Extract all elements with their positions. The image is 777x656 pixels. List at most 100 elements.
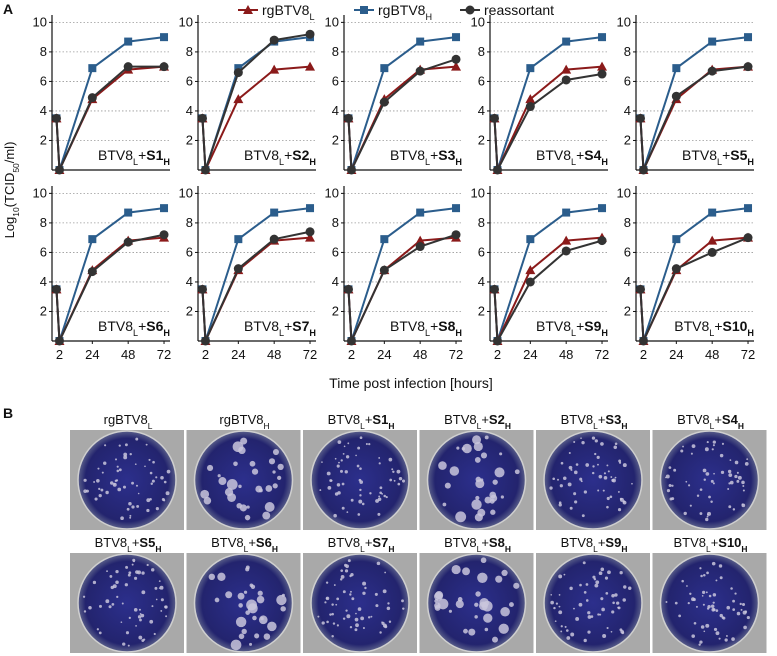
plaque xyxy=(122,642,126,646)
plaque xyxy=(628,586,632,590)
plaque xyxy=(145,443,148,446)
y-tick-label: 10 xyxy=(325,14,339,29)
plaque xyxy=(133,608,138,612)
plaque xyxy=(741,503,746,508)
plaque xyxy=(144,465,146,468)
plaque xyxy=(332,622,336,625)
plaque xyxy=(713,472,715,475)
plate-label: BTV8L+S10H xyxy=(673,535,747,554)
y-tick-label: 8 xyxy=(478,215,485,230)
plate-label: BTV8L+S2H xyxy=(444,412,511,431)
plaque xyxy=(258,615,268,625)
plaque xyxy=(732,508,736,511)
text-segment: + xyxy=(714,318,722,334)
text-segment: + xyxy=(138,318,146,334)
plaque xyxy=(575,463,579,466)
plaque xyxy=(359,494,362,497)
text-segment: L xyxy=(133,328,138,338)
plaque xyxy=(700,625,705,629)
plaque xyxy=(135,437,139,441)
plaque xyxy=(462,567,470,576)
plaque xyxy=(606,626,609,630)
marker xyxy=(200,336,210,346)
plaque xyxy=(468,628,476,636)
plaque xyxy=(116,465,119,468)
chart-annotation: BTV8L+S6H xyxy=(98,318,170,338)
text-segment: H xyxy=(388,421,394,431)
y-tick-label: 6 xyxy=(332,73,339,88)
plaque xyxy=(514,469,520,475)
plaque xyxy=(609,495,613,499)
plaque xyxy=(129,514,132,517)
plaque xyxy=(686,585,688,587)
text-segment: S3 xyxy=(438,147,455,163)
plaque xyxy=(702,603,705,606)
x-tick-label: 72 xyxy=(741,347,755,362)
marker xyxy=(561,75,571,85)
plaque xyxy=(580,480,583,483)
plaque xyxy=(602,489,605,492)
plaque xyxy=(581,514,585,518)
plaque xyxy=(378,457,381,459)
plaque xyxy=(324,601,327,604)
plaque xyxy=(151,568,155,572)
plaque xyxy=(339,578,343,581)
plaque xyxy=(358,478,362,482)
plaque xyxy=(149,497,152,501)
marker xyxy=(597,69,607,79)
plaque xyxy=(354,628,358,632)
plaque xyxy=(160,609,163,612)
plaque xyxy=(128,571,132,575)
text-segment: BTV8 xyxy=(677,412,710,427)
plaque xyxy=(359,467,362,470)
plaque xyxy=(707,511,712,516)
y-tick-label: 10 xyxy=(179,14,193,29)
plaque xyxy=(384,625,388,629)
y-tick-label: 8 xyxy=(40,44,47,59)
y-tick-label: 8 xyxy=(186,44,193,59)
plaque xyxy=(126,507,130,511)
plaque xyxy=(710,500,713,503)
marker xyxy=(305,227,315,237)
chart-annotation: BTV8L+S2H xyxy=(244,147,316,167)
text-segment: S5 xyxy=(730,147,747,163)
text-segment: BTV8 xyxy=(561,412,594,427)
y-tick-label: 4 xyxy=(186,274,193,289)
plaque xyxy=(92,580,97,585)
marker xyxy=(270,208,279,217)
plaque xyxy=(100,488,104,492)
plaque xyxy=(477,572,488,584)
text-segment: BTV8 xyxy=(328,535,361,550)
x-tick-label: 24 xyxy=(85,347,99,362)
marker xyxy=(346,165,356,175)
marker xyxy=(671,264,681,274)
plaque xyxy=(711,448,714,451)
plaque xyxy=(741,480,745,485)
text-segment: S7 xyxy=(372,535,388,550)
marker xyxy=(379,97,389,107)
plaque xyxy=(325,581,329,584)
plaque xyxy=(319,489,322,491)
plaque xyxy=(678,614,681,618)
marker xyxy=(635,113,645,123)
plaque xyxy=(480,452,488,459)
y-tick-label: 10 xyxy=(33,14,47,29)
text-segment: (TCID xyxy=(2,173,17,208)
plaque xyxy=(327,485,332,490)
text-segment: + xyxy=(430,318,438,334)
plaque xyxy=(120,621,123,623)
plaque xyxy=(317,615,320,618)
plaque xyxy=(127,573,131,577)
marker xyxy=(526,235,535,244)
plaque xyxy=(665,476,667,479)
plaque xyxy=(392,470,395,474)
plaque xyxy=(83,489,88,494)
y-tick-label: 10 xyxy=(33,185,47,200)
plaque xyxy=(111,603,115,606)
plaque xyxy=(434,592,443,601)
plaque xyxy=(484,435,489,440)
plaque xyxy=(365,442,368,446)
plaque xyxy=(558,610,563,615)
marker xyxy=(197,113,207,123)
plaque xyxy=(138,608,141,611)
